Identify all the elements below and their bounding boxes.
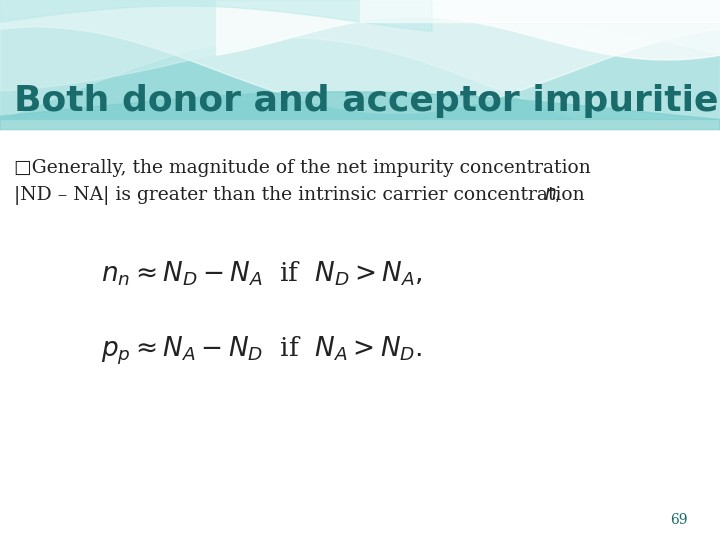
- Text: $p_p \approx N_A - N_D$  if  $N_A > N_D.$: $p_p \approx N_A - N_D$ if $N_A > N_D.$: [101, 335, 422, 367]
- Text: Both donor and acceptor impurities: Both donor and acceptor impurities: [14, 84, 720, 118]
- Text: |ND – NA| is greater than the intrinsic carrier concentration: |ND – NA| is greater than the intrinsic …: [14, 186, 591, 205]
- Text: 69: 69: [670, 512, 688, 526]
- Text: $n_i$: $n_i$: [544, 186, 561, 205]
- Text: □Generally, the magnitude of the net impurity concentration: □Generally, the magnitude of the net imp…: [14, 159, 591, 177]
- Text: $n_n \approx N_D - N_A$  if  $N_D > N_A,$: $n_n \approx N_D - N_A$ if $N_D > N_A,$: [101, 259, 423, 288]
